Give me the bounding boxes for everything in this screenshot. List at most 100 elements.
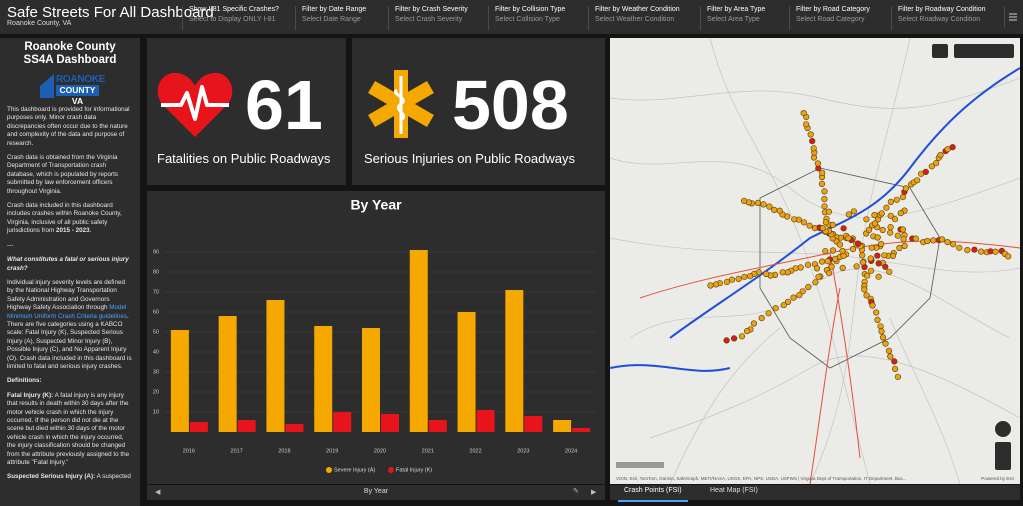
bar	[218, 316, 237, 432]
y-tick-label: 50	[153, 329, 159, 335]
filter-label: Filter by Area Type	[707, 6, 766, 13]
crash-point	[863, 216, 870, 223]
filter[interactable]: Filter by Road Category Select Road Categ…	[789, 6, 870, 30]
indicator-label: Serious Injuries on Public Roadways	[364, 151, 575, 166]
question: What constitutes a fatal or serious inju…	[7, 256, 129, 272]
crash-point	[819, 169, 826, 176]
crash-point	[939, 236, 946, 243]
county-boundary	[759, 167, 941, 369]
x-tick-label: 2017	[231, 448, 243, 454]
crash-point	[855, 240, 862, 247]
crash-point	[821, 196, 828, 203]
y-tick-label: 90	[153, 249, 159, 255]
text: 2015 - 2023	[56, 227, 90, 235]
separator: ---	[7, 241, 14, 249]
powered-by: Powered by Esri	[981, 476, 1014, 481]
crash-point	[964, 247, 971, 254]
edit-button[interactable]: ✎	[573, 488, 579, 495]
bar	[189, 422, 208, 432]
crash-point	[882, 263, 889, 270]
crash-point	[899, 226, 907, 233]
crash-point	[815, 273, 822, 280]
crash-point	[804, 261, 812, 268]
y-tick-label: 80	[153, 269, 159, 275]
bar	[362, 328, 380, 432]
filter[interactable]: Filter by Weather Condition Select Weathe…	[588, 6, 680, 30]
bar	[476, 410, 495, 432]
crash-point	[891, 358, 898, 365]
crash-point	[728, 276, 736, 283]
filter-placeholder: Select Date Range	[302, 16, 361, 23]
compass[interactable]	[995, 421, 1011, 437]
crash-point	[754, 199, 761, 206]
logo-text: COUNTY VA	[56, 85, 99, 106]
county-logo: ROANOKE COUNTY VA	[40, 72, 105, 106]
crash-point	[887, 224, 894, 231]
crash-point	[814, 160, 821, 167]
crash-point	[845, 235, 852, 242]
sidebar-title: Roanoke County SS4A Dashboard	[23, 41, 117, 66]
crash-point	[850, 208, 857, 215]
crash-point	[760, 201, 767, 208]
link[interactable]: Model Minimum Uniform Crash Criteria gui…	[7, 304, 128, 320]
crash-point	[971, 246, 978, 253]
crash-point	[712, 281, 720, 288]
interstate	[610, 364, 731, 372]
chart-footer: ◀ By Year ✎ ▶	[147, 485, 605, 500]
filter-label: Filter by Weather Condition	[595, 6, 680, 13]
filter[interactable]: Filter by Roadway Condition Select Roadwa…	[891, 6, 986, 30]
filter[interactable]: Filter by Area Type Select Area Type	[700, 6, 765, 30]
crash-point	[738, 333, 746, 340]
crash-point	[897, 210, 904, 217]
filter-placeholder: Select Roadway Condition	[898, 16, 981, 23]
crash-point	[791, 216, 798, 223]
prev-button[interactable]: ◀	[155, 489, 161, 496]
crash-point	[883, 204, 890, 211]
filter-label: Filter by Road Category	[796, 6, 870, 13]
crash-point	[803, 121, 810, 128]
crash-point	[894, 373, 902, 380]
crash-point	[874, 316, 881, 324]
zoom-control[interactable]	[995, 442, 1011, 470]
crash-point	[797, 264, 804, 271]
crash-point	[978, 248, 985, 255]
tab[interactable]: Heat Map (FSI)	[710, 487, 758, 494]
crash-point	[879, 226, 886, 234]
crash-point	[836, 241, 843, 248]
heading: Definitions:	[7, 377, 42, 385]
tab[interactable]: Crash Points (FSI)	[618, 485, 688, 502]
crash-point	[871, 220, 879, 227]
crash-point	[885, 347, 893, 355]
filter[interactable]: Filter by Crash Severity Select Crash Sev…	[388, 6, 468, 30]
filter[interactable]: Show I-81 Specific Crashes? Select to Dis…	[182, 6, 279, 30]
crash-point	[800, 219, 807, 226]
search-button[interactable]	[932, 44, 948, 58]
filter[interactable]: Filter by Collision Type Select Collision…	[488, 6, 565, 30]
crash-point	[896, 244, 903, 252]
chart-panel: By Year 10 20 30 40 50 60 70 80 90 2016 2017 2018 20…	[147, 191, 605, 484]
indicator-card: 508 Serious Injuries on Public Roadways	[352, 38, 605, 185]
crash-point	[818, 180, 826, 187]
legend-label: Fatal Injury (K)	[396, 467, 432, 473]
crash-point	[992, 248, 999, 255]
filter[interactable]: Filter by Date Range Select Date Range	[295, 6, 366, 30]
paragraph: Crash data included in this dashboard in…	[7, 202, 133, 236]
interstate	[669, 67, 1020, 339]
crash-point	[825, 208, 832, 215]
crash-point	[1005, 253, 1012, 260]
crash-point	[723, 337, 730, 344]
crash-point	[805, 283, 812, 291]
crash-point	[886, 268, 893, 275]
next-button[interactable]: ▶	[591, 489, 597, 496]
crash-point	[822, 219, 829, 226]
crash-point	[763, 270, 770, 278]
bar	[409, 250, 428, 432]
map-tabs: Crash Points (FSI) Heat Map (FSI)	[610, 485, 1020, 502]
crash-point	[878, 240, 885, 248]
map-tools[interactable]	[954, 44, 1014, 58]
attribution: VGIN, Esri, TomTom, Garmin, SafeGraph, M…	[616, 476, 906, 481]
crash-point	[800, 109, 807, 117]
menu-button[interactable]	[1004, 6, 1019, 28]
crash-point	[877, 323, 884, 330]
